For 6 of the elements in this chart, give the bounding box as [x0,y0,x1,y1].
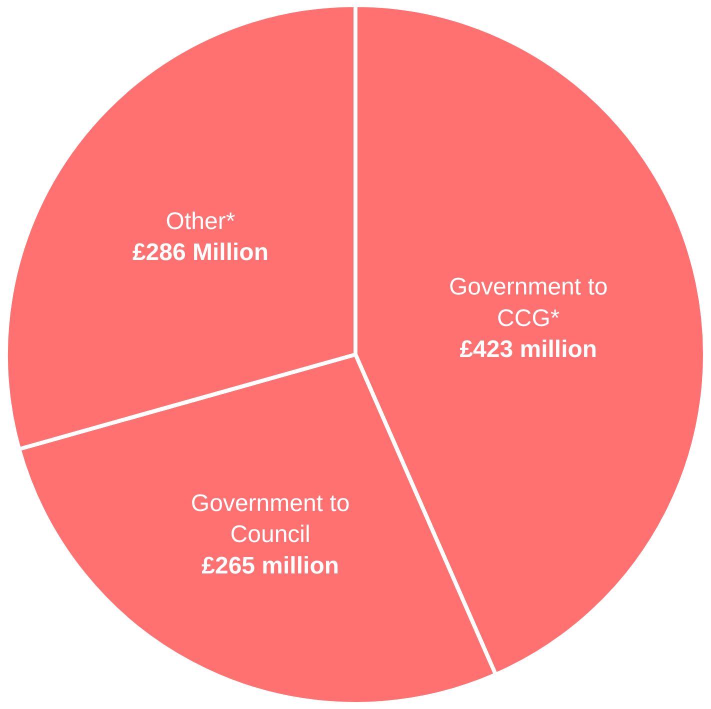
data-label: £286 Million [132,239,269,266]
data-label: £265 million [202,552,340,580]
slice-label: Government to CCG* [449,274,608,332]
slice-label: Other* [166,208,236,235]
slice-label: Government to Council [190,490,350,548]
data-label: £423 million [460,336,598,363]
